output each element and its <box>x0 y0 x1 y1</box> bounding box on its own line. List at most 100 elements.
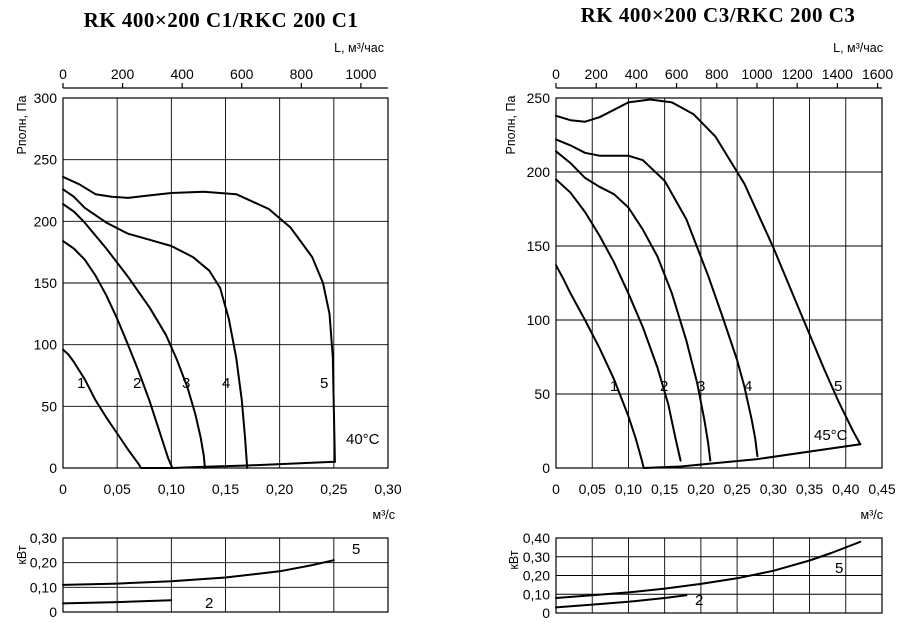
pressure-curve-label: 3 <box>697 378 705 395</box>
flow-tick-label: 0,35 <box>796 481 823 497</box>
pressure-curve-label: 5 <box>834 378 842 395</box>
pressure-curve-2 <box>62 240 174 469</box>
pressure-tick-label: 50 <box>534 386 550 402</box>
airflow-top-tick-label: 600 <box>230 66 254 82</box>
pressure-tick-label: 50 <box>41 398 57 414</box>
right-flow-unit-label: м³/с <box>861 508 883 522</box>
pressure-curve-5 <box>62 175 336 463</box>
flow-tick-label: 0,25 <box>723 481 750 497</box>
flow-tick-label: 0,25 <box>320 481 347 497</box>
pressure-curve-1 <box>62 348 142 469</box>
airflow-top-tick-label: 800 <box>705 66 729 82</box>
flow-tick-label: 0,15 <box>651 481 678 497</box>
pressure-curve-2 <box>555 178 682 462</box>
power-tick-label: 0,10 <box>30 579 57 595</box>
power-tick-label: 0,20 <box>523 568 550 584</box>
right-temperature-annotation: 45°C <box>814 427 848 444</box>
pressure-curve-4 <box>555 138 759 458</box>
pressure-curve-label: 2 <box>660 378 668 395</box>
airflow-top-tick-label: 0 <box>552 66 560 82</box>
flow-tick-label: 0 <box>59 481 67 497</box>
airflow-top-tick-label: 1000 <box>345 66 376 82</box>
pressure-tick-label: 300 <box>34 90 58 106</box>
airflow-top-tick-label: 200 <box>111 66 135 82</box>
flow-tick-label: 0,10 <box>615 481 642 497</box>
pressure-curve-4 <box>62 188 249 469</box>
airflow-top-tick-label: 1400 <box>822 66 853 82</box>
pressure-tick-label: 0 <box>49 460 57 476</box>
flow-tick-label: 0,05 <box>579 481 606 497</box>
pressure-plot-frame <box>555 97 883 469</box>
power-curve-2 <box>62 599 173 605</box>
pressure-tick-label: 150 <box>34 275 58 291</box>
operating-line <box>140 460 336 469</box>
pressure-tick-label: 100 <box>527 312 551 328</box>
pressure-tick-label: 200 <box>34 213 58 229</box>
airflow-top-tick-label: 800 <box>290 66 314 82</box>
airflow-top-tick-label: 0 <box>59 66 67 82</box>
right-top-axis-label: L, м³/час <box>833 41 883 55</box>
operating-line <box>642 443 862 469</box>
power-tick-label: 0,10 <box>523 586 550 602</box>
power-tick-label: 0,30 <box>30 530 57 546</box>
airflow-top-tick-label: 1600 <box>862 66 893 82</box>
pressure-curve-1 <box>555 264 645 469</box>
left-top-axis-label: L, м³/час <box>334 41 384 55</box>
power-curve-label: 5 <box>352 541 360 558</box>
pressure-tick-label: 100 <box>34 337 58 353</box>
power-plot-frame <box>62 537 389 613</box>
pressure-curve-3 <box>555 150 712 462</box>
flow-tick-label: 0,40 <box>832 481 859 497</box>
flow-tick-label: 0,05 <box>104 481 131 497</box>
pressure-tick-label: 250 <box>527 90 551 106</box>
airflow-top-tick-label: 400 <box>170 66 194 82</box>
pressure-tick-label: 0 <box>542 460 550 476</box>
right-power-axis-label: кВт <box>507 550 521 569</box>
power-plot-frame <box>555 537 883 614</box>
flow-tick-label: 0,15 <box>212 481 239 497</box>
right-chart-title: RK 400×200 C3/RKC 200 C3 <box>581 3 856 27</box>
power-curve-5 <box>62 559 335 586</box>
pressure-curve-3 <box>62 203 206 469</box>
power-tick-label: 0,20 <box>30 555 57 571</box>
left-chart-title: RK 400×200 C1/RKC 200 C1 <box>84 8 359 32</box>
flow-tick-label: 0,30 <box>760 481 787 497</box>
pressure-curve-label: 5 <box>320 375 328 392</box>
left-power-axis-label: кВт <box>15 545 29 564</box>
pressure-curve-label: 4 <box>744 378 752 395</box>
airflow-top-tick-label: 1000 <box>741 66 772 82</box>
pressure-tick-label: 250 <box>34 152 58 168</box>
pressure-curve-label: 1 <box>610 378 618 395</box>
airflow-top-tick-label: 200 <box>585 66 609 82</box>
pressure-tick-label: 200 <box>527 164 551 180</box>
power-tick-label: 0,30 <box>523 549 550 565</box>
flow-tick-label: 0,20 <box>266 481 293 497</box>
flow-tick-label: 0,45 <box>868 481 895 497</box>
flow-tick-label: 0 <box>552 481 560 497</box>
power-tick-label: 0,40 <box>523 530 550 546</box>
left-flow-unit-label: м³/с <box>373 508 395 522</box>
pressure-curve-label: 1 <box>77 375 85 392</box>
power-curve-2 <box>555 594 688 609</box>
left-temperature-annotation: 40°C <box>346 431 380 448</box>
pressure-curve-label: 2 <box>133 375 141 392</box>
flow-tick-label: 0,10 <box>158 481 185 497</box>
flow-tick-label: 0,20 <box>687 481 714 497</box>
airflow-top-tick-label: 1200 <box>782 66 813 82</box>
pressure-tick-label: 150 <box>527 238 551 254</box>
pressure-plot-frame <box>62 97 389 469</box>
left-pressure-axis-label: Pполн, Па <box>15 96 29 155</box>
power-tick-label: 0 <box>542 605 550 621</box>
power-curve-label: 2 <box>695 592 703 609</box>
airflow-top-tick-label: 600 <box>665 66 689 82</box>
pressure-curve-5 <box>555 98 862 446</box>
pressure-curve-label: 4 <box>222 375 230 392</box>
power-curve-label: 5 <box>835 560 843 577</box>
power-curve-5 <box>555 540 862 599</box>
pressure-curve-label: 3 <box>182 375 190 392</box>
airflow-top-tick-label: 400 <box>625 66 649 82</box>
right-pressure-axis-label: Pполн, Па <box>504 96 518 155</box>
flow-tick-label: 0,30 <box>374 481 401 497</box>
power-curve-label: 2 <box>205 595 213 612</box>
